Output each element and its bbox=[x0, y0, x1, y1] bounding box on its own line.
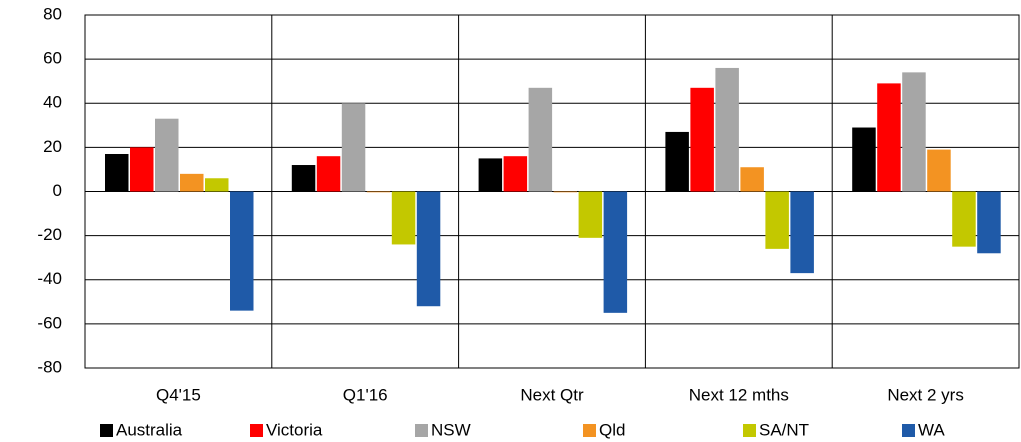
plot-frame bbox=[84, 14, 1020, 369]
bar bbox=[603, 191, 628, 313]
legend-label: Qld bbox=[599, 420, 625, 439]
bar bbox=[366, 191, 391, 193]
bar bbox=[205, 178, 229, 192]
bar bbox=[690, 87, 714, 192]
y-tick-label: 20 bbox=[43, 137, 62, 156]
x-tick-label: Q4'15 bbox=[156, 385, 201, 404]
y-tick-label: -40 bbox=[37, 269, 62, 288]
bar bbox=[852, 127, 876, 192]
legend-swatch bbox=[743, 424, 756, 437]
y-tick-label: 60 bbox=[43, 49, 62, 68]
legend-swatch bbox=[902, 424, 915, 437]
legend-swatch bbox=[583, 424, 596, 437]
bar bbox=[902, 72, 926, 192]
legend-label: NSW bbox=[431, 420, 471, 439]
bar bbox=[553, 191, 578, 193]
bar bbox=[578, 191, 603, 238]
x-tick-label: Next Qtr bbox=[520, 385, 584, 404]
legend-label: WA bbox=[918, 420, 945, 439]
y-tick-label: -20 bbox=[37, 225, 62, 244]
bar bbox=[416, 191, 441, 307]
bar bbox=[105, 153, 129, 192]
legend-label: SA/NT bbox=[759, 420, 809, 439]
legend-swatch bbox=[100, 424, 113, 437]
bar bbox=[765, 191, 789, 249]
bar bbox=[316, 156, 341, 192]
y-tick-label: -60 bbox=[37, 313, 62, 332]
x-tick-label: Next 12 mths bbox=[689, 385, 789, 404]
y-tick-label: 80 bbox=[43, 4, 62, 23]
legend-swatch bbox=[415, 424, 428, 437]
bar bbox=[977, 191, 1001, 254]
y-tick-label: 40 bbox=[43, 93, 62, 112]
x-tick-label: Q1'16 bbox=[343, 385, 388, 404]
x-tick-label: Next 2 yrs bbox=[887, 385, 964, 404]
legend-label: Victoria bbox=[266, 420, 323, 439]
bar bbox=[740, 167, 764, 192]
bar bbox=[478, 158, 503, 192]
bar bbox=[503, 156, 528, 192]
bar bbox=[952, 191, 976, 247]
legend-label: Australia bbox=[116, 420, 183, 439]
bar bbox=[665, 131, 689, 192]
bar bbox=[155, 118, 179, 192]
bar bbox=[715, 67, 739, 192]
bar bbox=[130, 147, 154, 192]
bar bbox=[528, 87, 553, 192]
bar bbox=[391, 191, 416, 245]
bar bbox=[291, 165, 316, 192]
legend-swatch bbox=[250, 424, 263, 437]
bar bbox=[927, 149, 951, 192]
bar bbox=[877, 83, 901, 192]
bar bbox=[341, 103, 366, 192]
bar bbox=[790, 191, 814, 274]
bar bbox=[230, 191, 254, 311]
bar bbox=[180, 173, 204, 192]
y-tick-label: -80 bbox=[37, 357, 62, 376]
y-tick-label: 0 bbox=[53, 181, 62, 200]
